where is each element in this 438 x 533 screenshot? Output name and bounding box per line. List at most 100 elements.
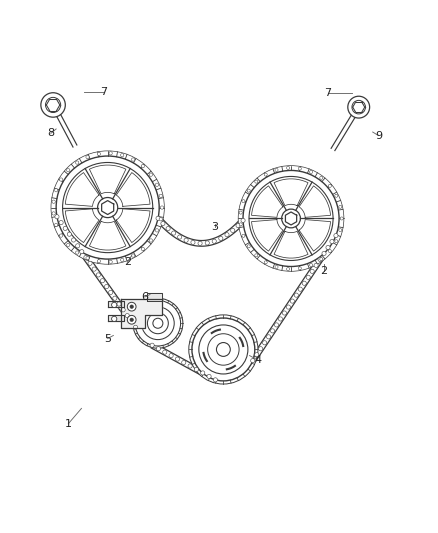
Circle shape (109, 260, 112, 263)
Circle shape (130, 318, 134, 321)
Circle shape (310, 269, 314, 273)
Circle shape (127, 316, 136, 324)
Circle shape (242, 235, 245, 237)
Text: 2: 2 (320, 266, 327, 276)
Circle shape (67, 168, 70, 172)
Circle shape (112, 316, 117, 321)
Circle shape (279, 317, 283, 321)
Circle shape (275, 323, 279, 327)
Circle shape (112, 302, 117, 308)
Circle shape (172, 231, 176, 235)
Circle shape (60, 234, 63, 237)
Circle shape (254, 353, 259, 357)
Circle shape (100, 279, 105, 283)
Text: 2: 2 (124, 257, 131, 267)
Circle shape (310, 263, 313, 266)
Circle shape (97, 260, 100, 263)
Circle shape (286, 166, 290, 169)
Circle shape (169, 353, 173, 358)
Polygon shape (121, 299, 162, 328)
Circle shape (212, 239, 216, 244)
Circle shape (258, 346, 263, 351)
Circle shape (149, 239, 152, 242)
Circle shape (182, 360, 186, 365)
Circle shape (207, 374, 211, 378)
Circle shape (306, 275, 310, 279)
Circle shape (130, 305, 134, 309)
Circle shape (335, 194, 338, 197)
Circle shape (67, 243, 70, 247)
Circle shape (177, 235, 182, 239)
Circle shape (55, 215, 59, 219)
Circle shape (225, 232, 229, 237)
Text: 9: 9 (375, 131, 382, 141)
Circle shape (213, 378, 218, 382)
Circle shape (105, 285, 109, 289)
Circle shape (162, 350, 167, 354)
Circle shape (242, 199, 245, 203)
Text: 3: 3 (211, 222, 218, 232)
Circle shape (264, 173, 267, 176)
Circle shape (131, 158, 135, 161)
Circle shape (205, 241, 209, 245)
Circle shape (63, 227, 67, 230)
Circle shape (149, 173, 152, 176)
Circle shape (54, 223, 58, 227)
Circle shape (320, 257, 323, 261)
Circle shape (283, 311, 286, 315)
Circle shape (75, 251, 79, 254)
Circle shape (127, 302, 136, 311)
Circle shape (262, 341, 267, 345)
Circle shape (239, 223, 242, 226)
Circle shape (88, 261, 92, 265)
Circle shape (188, 364, 192, 368)
Circle shape (255, 180, 258, 183)
Circle shape (125, 313, 129, 318)
Circle shape (219, 236, 223, 240)
Circle shape (155, 229, 159, 232)
Circle shape (97, 152, 100, 156)
Circle shape (247, 245, 250, 248)
Circle shape (159, 217, 162, 221)
Text: 4: 4 (255, 356, 262, 365)
Circle shape (51, 151, 164, 264)
Circle shape (198, 241, 202, 245)
Circle shape (286, 305, 290, 309)
Circle shape (117, 302, 121, 306)
Circle shape (266, 335, 271, 339)
Circle shape (314, 263, 318, 268)
Circle shape (310, 171, 313, 173)
Circle shape (340, 217, 343, 220)
Circle shape (322, 252, 326, 255)
Circle shape (334, 233, 338, 238)
Circle shape (335, 240, 338, 243)
Circle shape (318, 257, 322, 262)
Circle shape (294, 293, 298, 297)
Circle shape (298, 267, 301, 270)
Circle shape (241, 219, 245, 222)
Text: 6: 6 (141, 292, 148, 302)
Circle shape (201, 371, 205, 375)
Circle shape (302, 281, 306, 285)
Circle shape (120, 154, 124, 157)
Circle shape (54, 189, 58, 192)
Circle shape (339, 229, 342, 232)
Circle shape (71, 238, 76, 242)
Polygon shape (147, 293, 162, 301)
Circle shape (75, 244, 80, 248)
Circle shape (238, 166, 344, 271)
Circle shape (298, 167, 301, 170)
Circle shape (275, 265, 278, 269)
Circle shape (113, 296, 117, 300)
Circle shape (328, 249, 332, 253)
Circle shape (109, 151, 112, 155)
Circle shape (326, 245, 330, 249)
Circle shape (320, 176, 323, 180)
Circle shape (184, 238, 188, 243)
Circle shape (156, 216, 160, 220)
Text: 7: 7 (100, 87, 107, 97)
Polygon shape (108, 314, 124, 321)
Circle shape (80, 249, 84, 254)
Circle shape (231, 228, 235, 232)
Text: 1: 1 (65, 419, 72, 429)
